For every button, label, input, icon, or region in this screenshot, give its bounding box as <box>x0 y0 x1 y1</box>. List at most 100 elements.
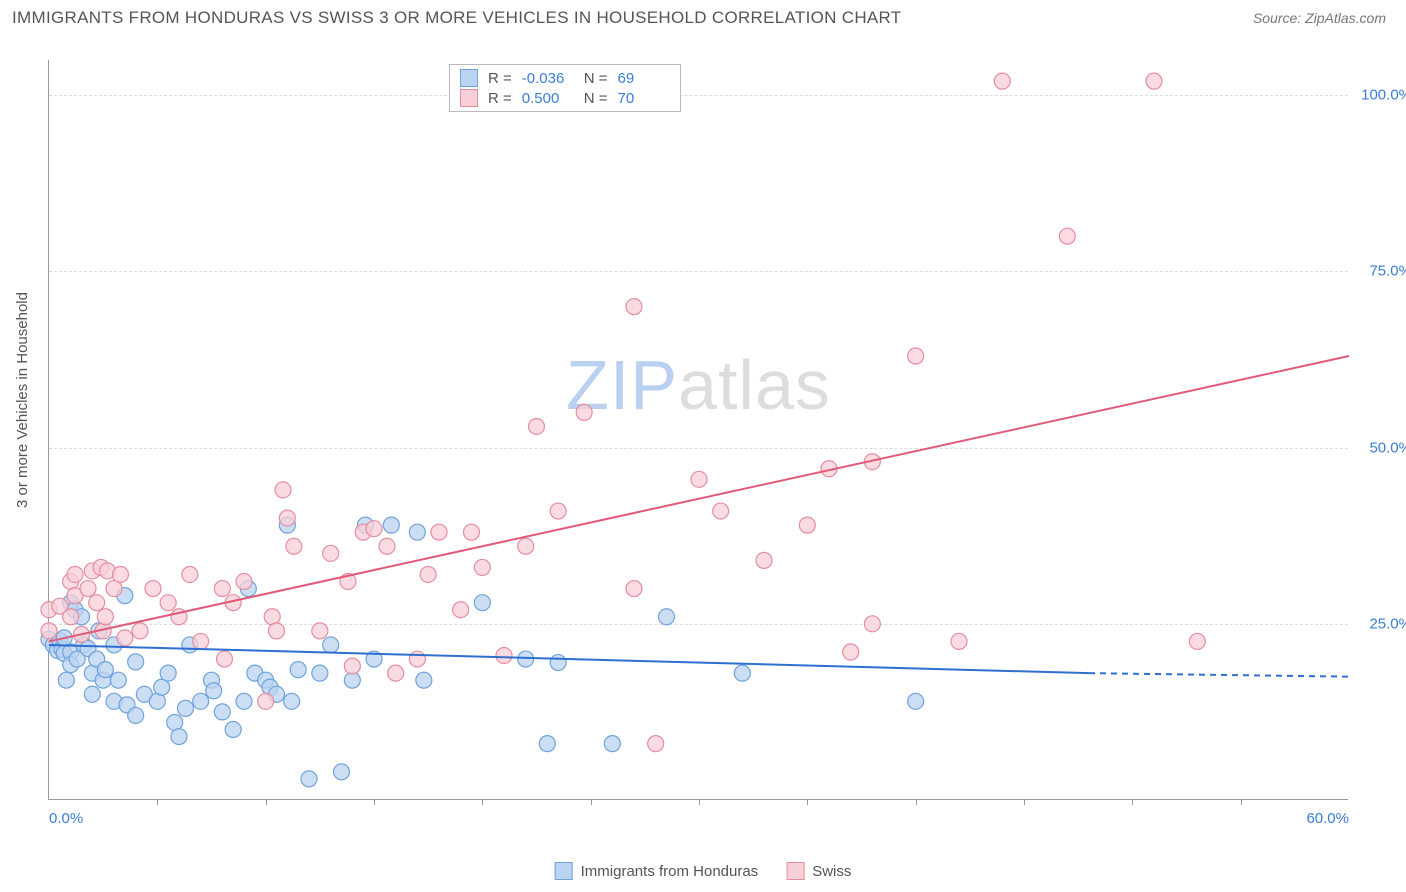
y-tick-label: 50.0% <box>1356 439 1406 456</box>
trend-line-dashed <box>1089 673 1349 677</box>
scatter-point <box>97 609 113 625</box>
y-axis-title: 3 or more Vehicles in Household <box>14 292 31 508</box>
scatter-point <box>626 581 642 597</box>
scatter-point <box>691 471 707 487</box>
scatter-point <box>951 633 967 649</box>
scatter-point <box>864 616 880 632</box>
scatter-chart: ZIPatlas R = -0.036 N = 69 R = 0.500 N =… <box>48 60 1348 800</box>
scatter-point <box>63 609 79 625</box>
scatter-point <box>182 566 198 582</box>
scatter-point <box>286 538 302 554</box>
scatter-point <box>1189 633 1205 649</box>
x-tick-label: 0.0% <box>49 810 83 827</box>
scatter-point <box>225 722 241 738</box>
scatter-point <box>113 566 129 582</box>
legend-item-honduras: Immigrants from Honduras <box>555 862 759 880</box>
scatter-point <box>713 503 729 519</box>
x-tick-mark <box>374 799 375 805</box>
scatter-point <box>576 404 592 420</box>
scatter-point <box>659 609 675 625</box>
trend-line <box>49 356 1349 641</box>
r-value-honduras: -0.036 <box>522 70 574 87</box>
legend-label-honduras: Immigrants from Honduras <box>581 863 759 880</box>
scatter-point <box>409 651 425 667</box>
scatter-point <box>518 651 534 667</box>
y-tick-label: 75.0% <box>1356 263 1406 280</box>
scatter-point <box>388 665 404 681</box>
scatter-point <box>236 693 252 709</box>
scatter-point <box>279 510 295 526</box>
scatter-point <box>84 686 100 702</box>
scatter-point <box>160 595 176 611</box>
scatter-point <box>474 595 490 611</box>
scatter-point <box>539 736 555 752</box>
y-tick-label: 25.0% <box>1356 615 1406 632</box>
x-tick-mark <box>482 799 483 805</box>
scatter-point <box>312 665 328 681</box>
scatter-point <box>284 693 300 709</box>
scatter-point <box>496 648 512 664</box>
x-tick-mark <box>157 799 158 805</box>
scatter-point <box>908 693 924 709</box>
scatter-point <box>171 729 187 745</box>
scatter-point <box>1146 73 1162 89</box>
trend-line <box>49 645 1089 673</box>
scatter-point <box>128 707 144 723</box>
scatter-point <box>128 654 144 670</box>
scatter-point <box>217 651 233 667</box>
stats-row-honduras: R = -0.036 N = 69 <box>460 69 670 87</box>
scatter-point <box>550 503 566 519</box>
scatter-point <box>145 581 161 597</box>
scatter-point <box>110 672 126 688</box>
scatter-point <box>420 566 436 582</box>
scatter-point <box>269 623 285 639</box>
x-tick-mark <box>1132 799 1133 805</box>
legend-swatch-swiss <box>786 862 804 880</box>
x-tick-mark <box>266 799 267 805</box>
scatter-point <box>464 524 480 540</box>
stats-row-swiss: R = 0.500 N = 70 <box>460 89 670 107</box>
r-value-swiss: 0.500 <box>522 90 574 107</box>
scatter-point <box>214 581 230 597</box>
scatter-point <box>206 683 222 699</box>
swatch-honduras <box>460 69 478 87</box>
scatter-point <box>334 764 350 780</box>
source-label: Source: ZipAtlas.com <box>1253 10 1386 26</box>
scatter-point <box>323 545 339 561</box>
scatter-point <box>97 662 113 678</box>
plot-svg <box>49 60 1348 799</box>
scatter-point <box>80 581 96 597</box>
scatter-point <box>1059 228 1075 244</box>
swatch-swiss <box>460 89 478 107</box>
scatter-point <box>550 655 566 671</box>
legend-label-swiss: Swiss <box>812 863 851 880</box>
x-tick-mark <box>699 799 700 805</box>
scatter-point <box>994 73 1010 89</box>
x-tick-label: 60.0% <box>1306 810 1349 827</box>
scatter-point <box>843 644 859 660</box>
x-tick-mark <box>916 799 917 805</box>
scatter-point <box>626 299 642 315</box>
scatter-point <box>312 623 328 639</box>
scatter-point <box>431 524 447 540</box>
scatter-point <box>67 566 83 582</box>
n-value-honduras: 69 <box>618 70 670 87</box>
scatter-point <box>474 559 490 575</box>
scatter-point <box>132 623 148 639</box>
scatter-point <box>58 672 74 688</box>
legend-bottom: Immigrants from Honduras Swiss <box>555 862 852 880</box>
scatter-point <box>529 418 545 434</box>
stats-legend-box: R = -0.036 N = 69 R = 0.500 N = 70 <box>449 64 681 112</box>
scatter-point <box>89 595 105 611</box>
scatter-point <box>648 736 664 752</box>
scatter-point <box>453 602 469 618</box>
scatter-point <box>366 521 382 537</box>
scatter-point <box>379 538 395 554</box>
chart-title: IMMIGRANTS FROM HONDURAS VS SWISS 3 OR M… <box>12 8 901 28</box>
scatter-point <box>193 633 209 649</box>
x-tick-mark <box>1241 799 1242 805</box>
scatter-point <box>604 736 620 752</box>
scatter-point <box>301 771 317 787</box>
legend-item-swiss: Swiss <box>786 862 851 880</box>
scatter-point <box>756 552 772 568</box>
